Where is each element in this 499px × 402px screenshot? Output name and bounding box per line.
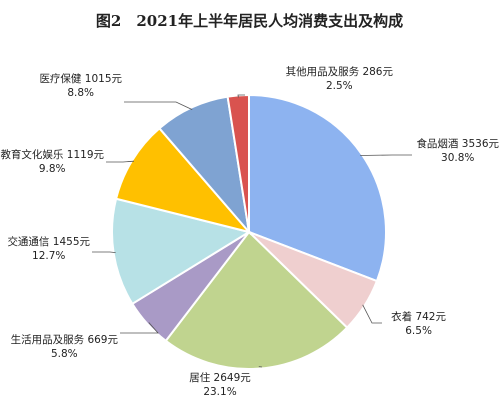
leader-line-5: [106, 160, 135, 163]
leader-line-4: [92, 251, 116, 253]
slice-percent-4: 12.7%: [32, 250, 65, 262]
slice-percent-2: 23.1%: [203, 386, 236, 398]
slice-percent-7: 2.5%: [326, 80, 353, 92]
slice-label-0: 食品烟酒 3536元: [416, 137, 499, 150]
leader-line-7: [237, 94, 245, 98]
slice-label-6: 医疗保健 1015元: [39, 72, 122, 85]
leader-line-6: [124, 101, 193, 110]
pie-slice-5: [114, 126, 252, 234]
slice-label-4: 交通通信 1455元: [7, 235, 90, 248]
slice-percent-3: 5.8%: [51, 348, 78, 360]
pie-slice-4: [111, 197, 252, 306]
leader-line-3: [120, 322, 159, 334]
slice-label-1: 衣着 742元: [391, 310, 446, 323]
slice-percent-6: 8.8%: [67, 87, 94, 99]
slice-percent-1: 6.5%: [405, 325, 432, 337]
pie-slice-2: [164, 230, 349, 370]
slice-percent-0: 30.8%: [441, 152, 474, 164]
leader-line-0: [360, 154, 412, 156]
leader-line-1: [362, 304, 382, 324]
slice-percent-5: 9.8%: [39, 163, 66, 175]
slice-label-2: 居住 2649元: [189, 371, 251, 384]
pie-slice-0: [248, 93, 387, 283]
slice-label-7: 其他用品及服务 286元: [286, 65, 394, 78]
slice-label-5: 教育文化娱乐 1119元: [0, 148, 104, 161]
chart-title: 图2 2021年上半年居民人均消费支出及构成: [95, 12, 404, 30]
slice-label-3: 生活用品及服务 669元: [11, 333, 119, 346]
